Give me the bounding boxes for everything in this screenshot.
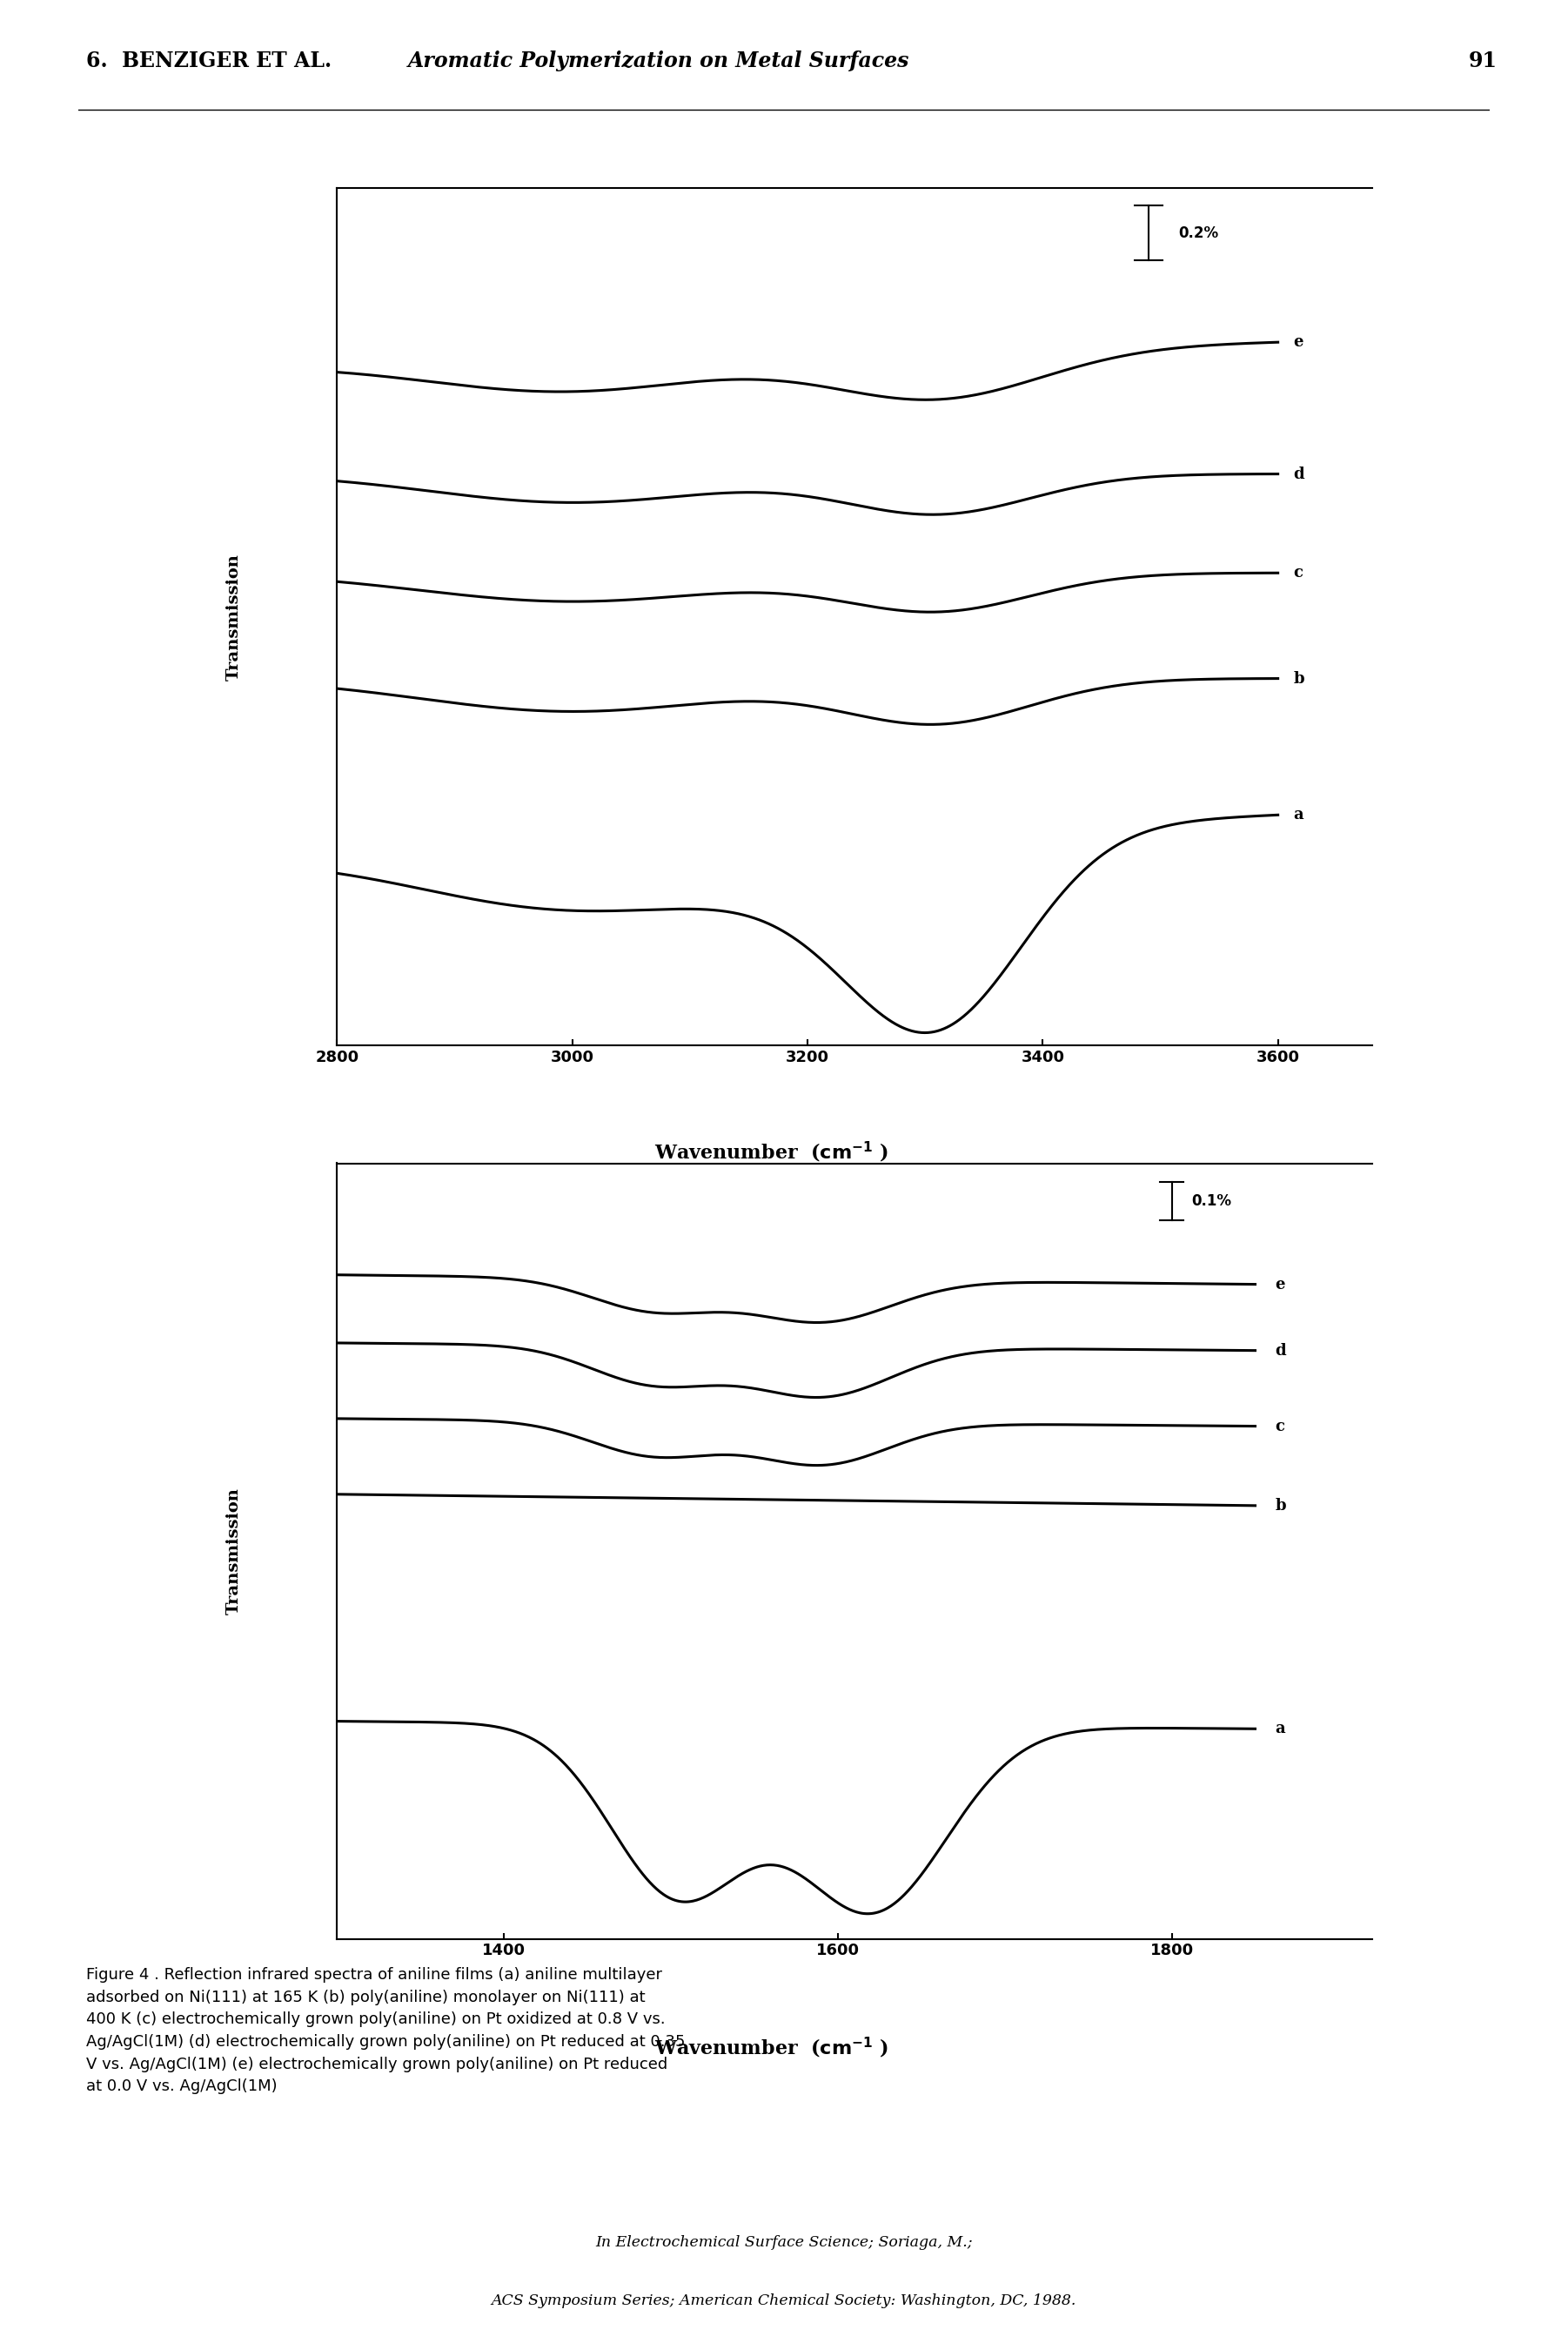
Text: e: e: [1294, 334, 1303, 350]
Text: a: a: [1275, 1720, 1286, 1737]
Text: c: c: [1294, 564, 1303, 580]
Text: Transmission: Transmission: [226, 552, 241, 682]
Text: In Electrochemical Surface Science; Soriaga, M.;: In Electrochemical Surface Science; Sori…: [596, 2235, 972, 2249]
Text: 0.2%: 0.2%: [1178, 226, 1218, 242]
Text: Transmission: Transmission: [226, 1488, 241, 1614]
Text: 0.1%: 0.1%: [1192, 1194, 1232, 1208]
Text: e: e: [1275, 1276, 1286, 1293]
Text: 91: 91: [1469, 52, 1497, 70]
Text: Wavenumber  ($\mathbf{cm^{-1}}$ ): Wavenumber ($\mathbf{cm^{-1}}$ ): [655, 1140, 889, 1166]
Text: ACS Symposium Series; American Chemical Society: Washington, DC, 1988.: ACS Symposium Series; American Chemical …: [491, 2294, 1077, 2308]
Text: Aromatic Polymerization on Metal Surfaces: Aromatic Polymerization on Metal Surface…: [408, 52, 909, 70]
Text: c: c: [1275, 1419, 1284, 1434]
Text: Figure 4 . Reflection infrared spectra of aniline films (a) aniline multilayer
a: Figure 4 . Reflection infrared spectra o…: [86, 1967, 685, 2094]
Text: b: b: [1294, 670, 1305, 686]
Text: d: d: [1294, 465, 1305, 482]
Text: b: b: [1275, 1497, 1286, 1513]
Text: d: d: [1275, 1342, 1286, 1358]
Text: Wavenumber  ($\mathbf{cm^{-1}}$ ): Wavenumber ($\mathbf{cm^{-1}}$ ): [655, 2035, 889, 2061]
Text: a: a: [1294, 806, 1303, 822]
Text: 6.  BENZIGER ET AL.: 6. BENZIGER ET AL.: [86, 52, 332, 70]
